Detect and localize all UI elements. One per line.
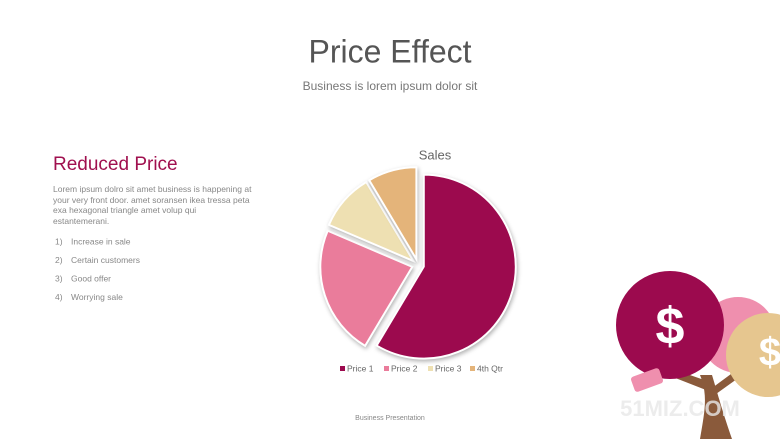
legend-swatch: [384, 366, 389, 371]
legend: Price 1 Price 2 Price 3 4th Qtr: [340, 363, 503, 373]
coin: [726, 313, 780, 397]
legend-label: Price 3: [435, 363, 462, 373]
legend-swatch: [428, 366, 433, 371]
tree-trunk: [700, 375, 732, 439]
list-number: 2): [55, 255, 63, 265]
dollar-symbol: $: [656, 298, 685, 356]
list-item: Worrying sale: [71, 292, 123, 302]
illustration: $ $ 51MIZ.COM: [616, 271, 780, 439]
paragraph-box: Lorem ipsum dolro sit amet business is h…: [53, 184, 252, 226]
legend-label: 4th Qtr: [477, 363, 503, 373]
price-tag: [631, 368, 663, 392]
watermark: 51MIZ.COM: [620, 396, 740, 421]
list-number: 3): [55, 273, 63, 283]
subtitle: Business is lorem ipsum dolor sit: [303, 79, 478, 93]
chart-title: Sales: [419, 147, 452, 162]
list-item: Certain customers: [71, 255, 140, 265]
legend-label: Price 2: [391, 363, 418, 373]
list-number: 4): [55, 292, 63, 302]
dollar-symbol: $: [759, 331, 780, 375]
legend-label: Price 1: [347, 363, 374, 373]
pie-slice: [319, 229, 414, 348]
list-item: Increase in sale: [71, 236, 131, 246]
title: Price Effect: [308, 33, 471, 69]
footer: Business Presentation: [355, 415, 425, 422]
pie-slice: [375, 173, 517, 360]
paragraph: Lorem ipsum dolro sit amet business is h…: [53, 184, 252, 226]
list: 1) Increase in sale 2) Certain customers 3) G…: [55, 236, 140, 302]
legend-swatch: [340, 366, 345, 371]
heading: Reduced Price: [53, 154, 178, 175]
list-number: 1): [55, 236, 63, 246]
pie: [319, 166, 517, 360]
coin: [616, 271, 724, 379]
pie-slice: [367, 166, 418, 263]
pie-slice: [327, 180, 416, 264]
list-item: Good offer: [71, 273, 111, 283]
legend-swatch: [470, 366, 475, 371]
